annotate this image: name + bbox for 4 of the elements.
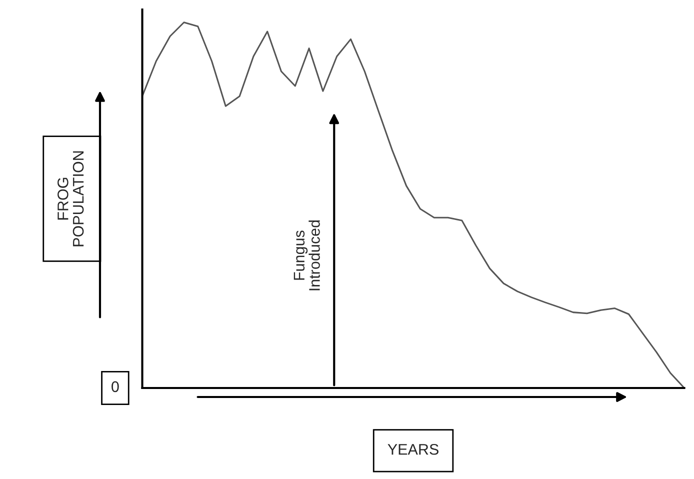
- x-axis-title: YEARS: [388, 444, 438, 455]
- text: 0: [112, 381, 119, 392]
- annotation: Fungus Introduced: [294, 220, 320, 290]
- y-axis-title: FROG POPULATION: [58, 151, 84, 246]
